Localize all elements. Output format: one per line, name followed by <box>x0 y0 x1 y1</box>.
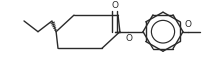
Text: O: O <box>184 20 192 29</box>
Text: O: O <box>125 34 132 43</box>
Text: O: O <box>111 1 119 10</box>
